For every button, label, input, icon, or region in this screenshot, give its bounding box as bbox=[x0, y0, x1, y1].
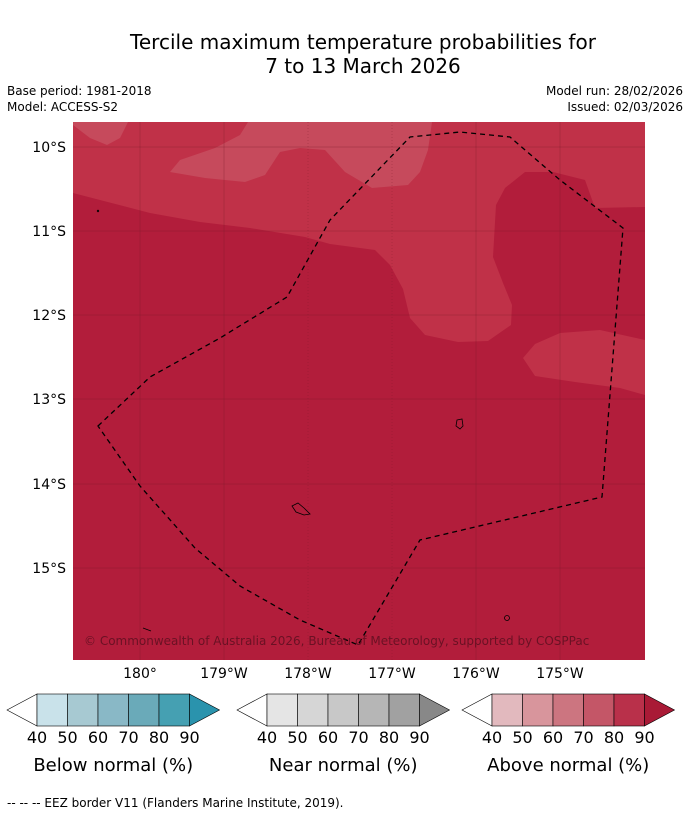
colorbar-tick-label: 90 bbox=[179, 728, 199, 747]
colorbars: 40 50 60 70 80 90 Below normal (%) 40 50 60 70 80 90… bbox=[6, 693, 676, 776]
colorbar-segment bbox=[128, 693, 160, 727]
model-text: Model: ACCESS-S2 bbox=[7, 100, 119, 114]
colorbar-near: 40 50 60 70 80 90 Near normal (%) bbox=[236, 693, 451, 776]
colorbar-tick-label: 40 bbox=[257, 728, 277, 747]
above-80-region-east bbox=[523, 330, 645, 395]
eez-border bbox=[97, 131, 624, 646]
colorbar-segment bbox=[327, 693, 359, 727]
colorbar-high-arrow bbox=[189, 693, 221, 727]
colorbar-tick-label: 40 bbox=[27, 728, 47, 747]
colorbar-high-arrow bbox=[419, 693, 451, 727]
lat-label: 11°S bbox=[32, 224, 66, 240]
colorbar-segment bbox=[522, 693, 554, 727]
colorbar-high-arrow bbox=[644, 693, 676, 727]
meta-right: Model run: 28/02/2026 Issued: 02/03/2026 bbox=[546, 83, 683, 115]
graticule bbox=[73, 122, 645, 660]
colorbar-tick-label: 80 bbox=[604, 728, 624, 747]
colorbar-tick-label: 90 bbox=[634, 728, 654, 747]
title-line-2: 7 to 13 March 2026 bbox=[265, 54, 461, 78]
colorbar-tick-label: 80 bbox=[149, 728, 169, 747]
colorbar-title: Below normal (%) bbox=[33, 755, 193, 776]
colorbar-segment bbox=[358, 693, 390, 727]
title-line-1: Tercile maximum temperature probabilitie… bbox=[130, 30, 596, 54]
island-east bbox=[455, 418, 464, 430]
lon-label: 179°W bbox=[200, 666, 248, 682]
lat-label: 13°S bbox=[32, 392, 66, 408]
colorbar-segment bbox=[613, 693, 645, 727]
colorbar-tick-label: 60 bbox=[318, 728, 338, 747]
colorbar-title: Above normal (%) bbox=[487, 755, 649, 776]
island-central bbox=[291, 502, 311, 516]
colorbar-below: 40 50 60 70 80 90 Below normal (%) bbox=[6, 693, 221, 776]
lat-label: 14°S bbox=[32, 477, 66, 493]
colorbar-tick-label: 50 bbox=[287, 728, 307, 747]
copyright-text: © Commonwealth of Australia 2026, Bureau… bbox=[84, 634, 589, 648]
colorbar-segment bbox=[97, 693, 129, 727]
colorbar-segment bbox=[266, 693, 298, 727]
issued-text: Issued: 02/03/2026 bbox=[567, 100, 683, 114]
colorbar-segment bbox=[297, 693, 329, 727]
meta-left: Base period: 1981-2018 Model: ACCESS-S2 bbox=[7, 83, 152, 115]
above-70-region-west bbox=[73, 122, 128, 145]
probability-field bbox=[73, 122, 645, 660]
colorbar-tick-label: 70 bbox=[118, 728, 138, 747]
colorbar-tick-label: 70 bbox=[573, 728, 593, 747]
colorbar-low-arrow bbox=[236, 693, 268, 727]
colorbar-tick-label: 60 bbox=[88, 728, 108, 747]
lat-label: 12°S bbox=[32, 308, 66, 324]
colorbar-above: 40 50 60 70 80 90 Above normal (%) bbox=[461, 693, 676, 776]
colorbar-tick-label: 40 bbox=[482, 728, 502, 747]
colorbar-segment bbox=[388, 693, 420, 727]
colorbar-segment bbox=[158, 693, 190, 727]
eez-footnote: -- -- -- EEZ border V11 (Flanders Marine… bbox=[7, 796, 344, 810]
colorbar-title: Near normal (%) bbox=[269, 755, 418, 776]
lon-labels: 180° 179°W 178°W 177°W 176°W 175°W bbox=[123, 666, 584, 682]
colorbar-tick-label: 50 bbox=[57, 728, 77, 747]
colorbar-tick-label: 80 bbox=[379, 728, 399, 747]
island-southwest bbox=[142, 627, 152, 632]
colorbar-low-arrow bbox=[461, 693, 493, 727]
colorbar-low-arrow bbox=[6, 693, 38, 727]
map-title: Tercile maximum temperature probabilitie… bbox=[0, 30, 690, 78]
above-70-region bbox=[170, 122, 432, 188]
colorbar-segment bbox=[583, 693, 615, 727]
lat-label: 15°S bbox=[32, 561, 66, 577]
lon-label: 180° bbox=[123, 666, 157, 682]
lon-label: 176°W bbox=[452, 666, 500, 682]
island-southeast bbox=[504, 615, 510, 621]
colorbar-tick-label: 60 bbox=[543, 728, 563, 747]
colorbar-tick-label: 70 bbox=[348, 728, 368, 747]
lat-labels: 10°S 11°S 12°S 13°S 14°S 15°S bbox=[32, 140, 66, 577]
colorbar-segment bbox=[36, 693, 68, 727]
model-run-text: Model run: 28/02/2026 bbox=[545, 84, 683, 98]
island-northwest bbox=[96, 209, 100, 213]
colorbar-segment bbox=[491, 693, 523, 727]
base-period-text: Base period: 1981-2018 bbox=[7, 84, 152, 98]
islands bbox=[96, 209, 510, 632]
colorbar-segment bbox=[67, 693, 99, 727]
lat-label: 10°S bbox=[32, 140, 66, 156]
colorbar-tick-label: 50 bbox=[512, 728, 532, 747]
lon-label: 178°W bbox=[284, 666, 332, 682]
colorbar-segment bbox=[552, 693, 584, 727]
lon-label: 175°W bbox=[536, 666, 584, 682]
lon-label: 177°W bbox=[368, 666, 416, 682]
colorbar-tick-label: 90 bbox=[409, 728, 429, 747]
